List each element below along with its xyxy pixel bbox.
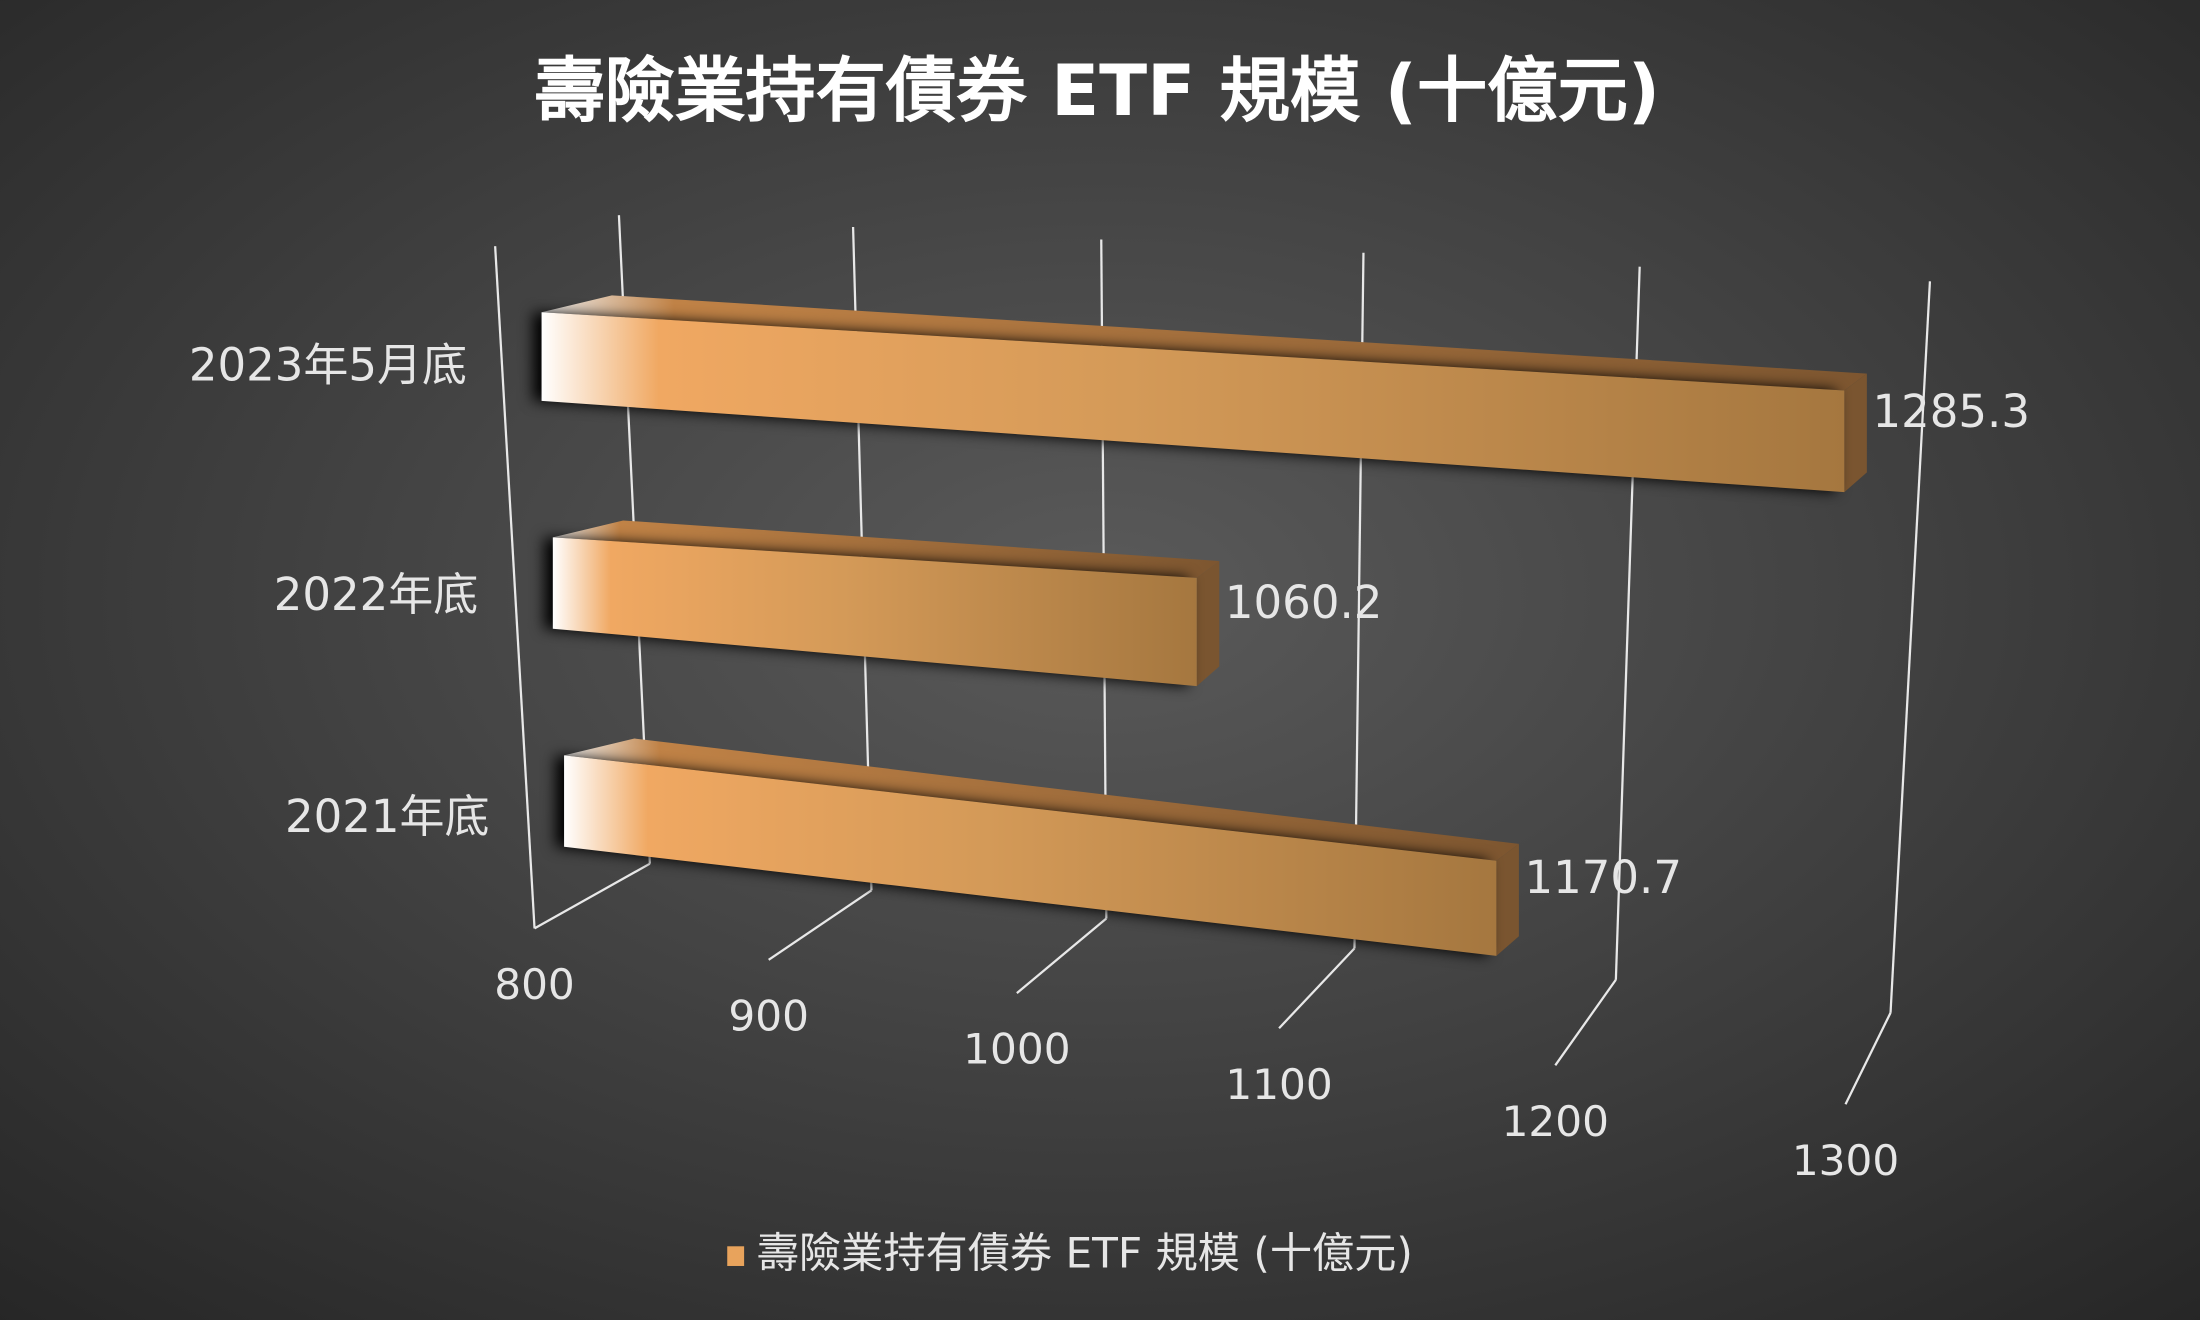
x-tick-label: 900 [728, 991, 809, 1040]
x-tick-label: 1000 [963, 1025, 1070, 1074]
x-tick-label: 800 [494, 960, 575, 1009]
value-label: 1285.3 [1873, 385, 2030, 438]
value-label: 1060.2 [1225, 576, 1382, 629]
legend-swatch [727, 1246, 745, 1266]
bar-front [552, 537, 1197, 687]
bar-top [541, 295, 1867, 391]
grid-line [1889, 281, 1932, 1013]
value-label: 1170.7 [1525, 851, 1682, 904]
y-tick-label: 2023年5月底 [189, 339, 467, 392]
chart-title: 壽險業持有債券 ETF 規模 (十億元) [534, 50, 1660, 132]
bar-top [552, 520, 1220, 578]
legend-label: 壽險業持有債券 ETF 規模 (十億元) [757, 1229, 1413, 1278]
y-tick-label: 2022年底 [274, 568, 479, 621]
floor-grid-line [1016, 917, 1108, 994]
plot: 800 900 1000 1100 1200 1300 2023年5月底 2022年底 2021… [189, 215, 2030, 1185]
bar-end [1496, 843, 1519, 956]
floor-grid-line [533, 862, 651, 930]
x-tick-label: 1100 [1225, 1060, 1332, 1109]
bar-end [1844, 373, 1867, 493]
x-tick-label: 1200 [1502, 1097, 1609, 1146]
bar-front [541, 312, 1845, 493]
floor-grid-line [1278, 947, 1356, 1030]
bar-end [1196, 561, 1220, 687]
bar [552, 520, 1220, 687]
y-tick-label: 2021年底 [285, 790, 490, 843]
bar [564, 738, 1519, 956]
floor-grid-line [768, 889, 873, 961]
bar-front [564, 755, 1497, 956]
floor-grid-line [1844, 1012, 1892, 1105]
side-wall-edge [494, 246, 536, 929]
x-tick-label: 1300 [1792, 1136, 1899, 1185]
bar [541, 295, 1867, 493]
floor-grid-line [1554, 979, 1617, 1066]
bar-top [564, 738, 1519, 861]
